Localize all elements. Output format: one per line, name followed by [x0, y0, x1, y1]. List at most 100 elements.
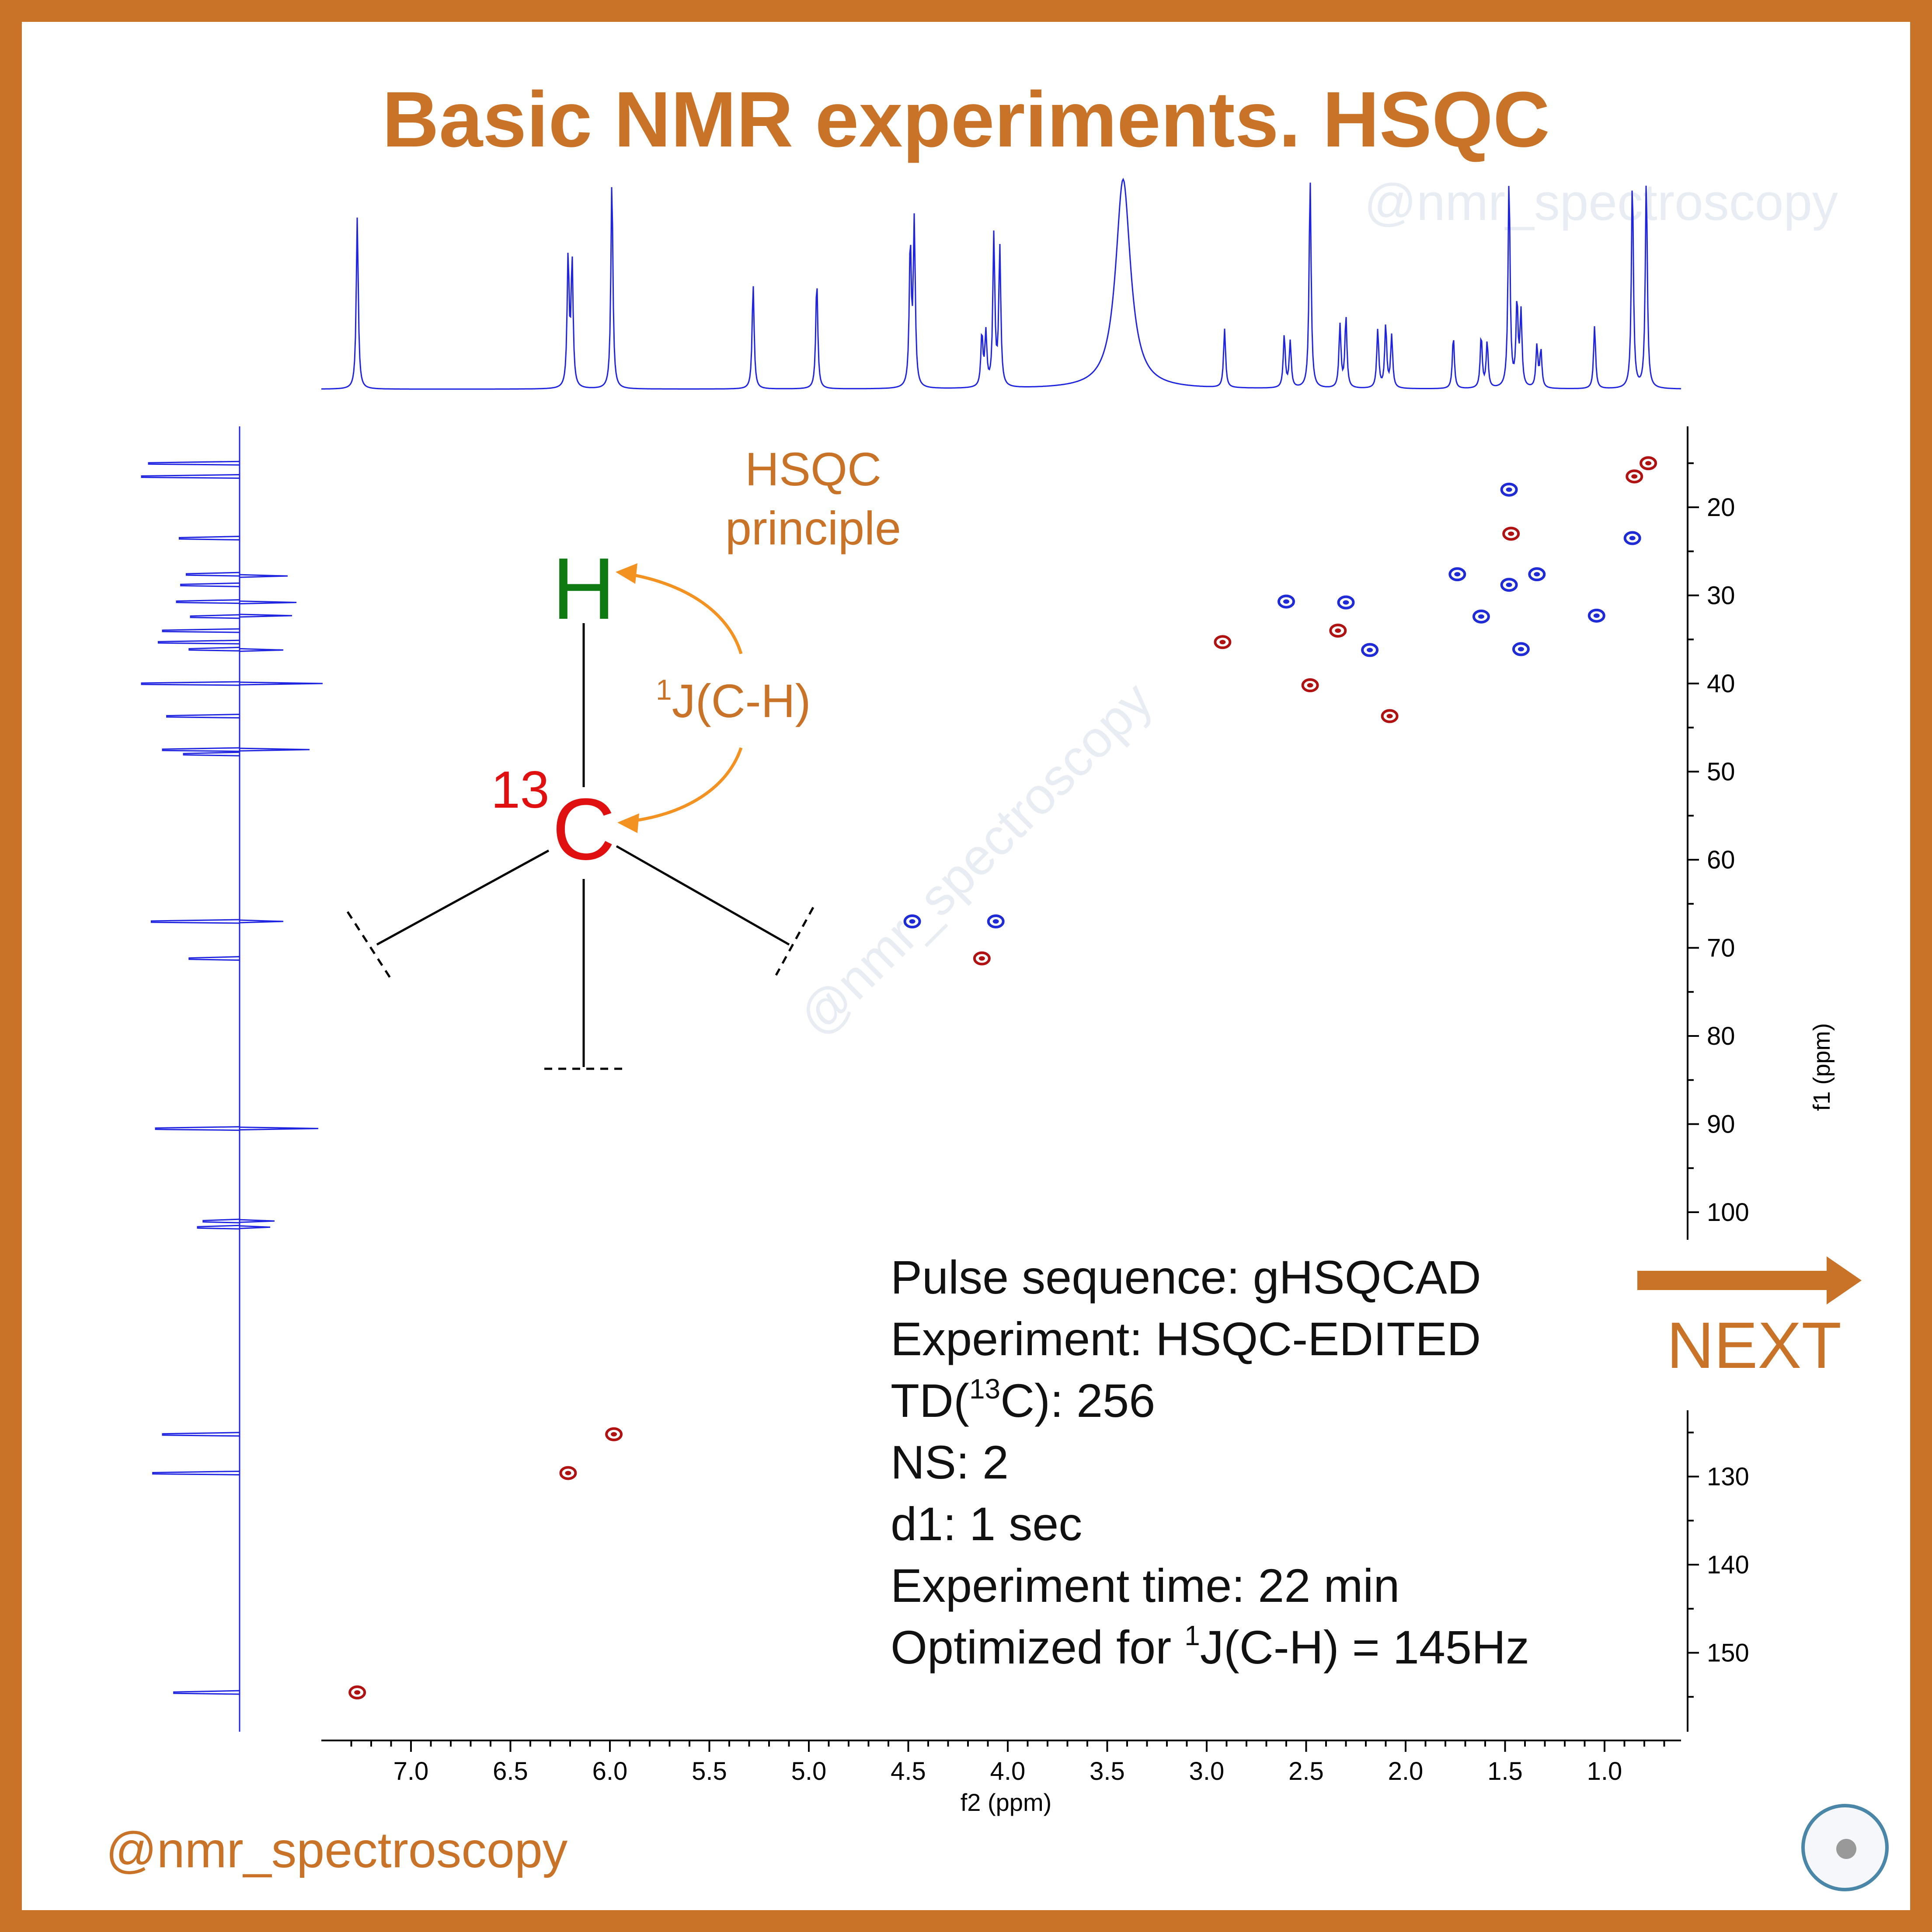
page-title: Basic NMR experiments. HSQC — [382, 76, 1550, 164]
carbon-peak — [157, 639, 240, 645]
carbon-peak — [202, 1218, 240, 1224]
y-tick-label: 30 — [1707, 582, 1735, 610]
brand-logo-icon — [1801, 1804, 1889, 1891]
carbon-peak-minor — [239, 747, 310, 752]
carbon-peak-minor — [239, 1219, 275, 1223]
x-tick-label: 4.0 — [990, 1757, 1026, 1786]
cross-peak — [1500, 578, 1518, 592]
param-experiment: Experiment: HSQC-EDITED — [891, 1312, 1481, 1365]
carbon-peak-minor — [239, 1225, 271, 1229]
param-optimized-for: Optimized for 1J(C-H) = 145Hz — [891, 1620, 1529, 1674]
param-experiment-time: Experiment time: 22 min — [891, 1559, 1400, 1612]
cross-peak — [973, 951, 991, 966]
carbon-peak — [183, 751, 240, 757]
carbon-peak-minor — [239, 1126, 319, 1131]
cross-peak — [1329, 624, 1347, 638]
cross-peak — [1502, 527, 1520, 541]
y-axis: 20 30 40 50 60 70 80 90 100 130 140 150 — [1687, 426, 1749, 1732]
bond-right — [616, 845, 790, 946]
x-tick-label: 6.0 — [592, 1757, 628, 1786]
x-tick-label: 4.5 — [891, 1757, 926, 1786]
carbon-spectrum — [141, 426, 323, 1732]
x-tick-label: 2.5 — [1288, 1757, 1324, 1786]
param-d1: d1: 1 sec — [891, 1497, 1083, 1550]
y-tick-label: 80 — [1707, 1022, 1735, 1050]
cross-peak — [1626, 469, 1643, 484]
x-axis-label: f2 (ppm) — [961, 1789, 1052, 1816]
next-arrow-icon[interactable] — [1637, 1256, 1862, 1304]
x-tick-label: 1.5 — [1487, 1757, 1523, 1786]
bond-left — [376, 849, 550, 946]
x-tick-label: 5.5 — [692, 1757, 727, 1786]
x-tick-label: 3.5 — [1090, 1757, 1125, 1786]
principle-heading-line1: HSQC — [745, 443, 881, 495]
coupling-arrow-bottom — [623, 747, 743, 824]
x-tick-label: 1.0 — [1587, 1757, 1622, 1786]
carbon-peak — [141, 681, 240, 686]
carbon-peak — [188, 956, 240, 961]
cross-peaks — [348, 456, 1657, 1700]
carbon-peak-minor — [239, 681, 323, 686]
proton-spectrum — [321, 178, 1681, 390]
cross-peak — [1214, 635, 1232, 649]
y-tick-label: 100 — [1707, 1198, 1749, 1227]
y-tick-label: 70 — [1707, 934, 1735, 963]
param-pulse-sequence: Pulse sequence: gHSQCAD — [891, 1251, 1481, 1304]
carbon-peak — [185, 572, 240, 577]
carbon-peak-minor — [239, 600, 297, 605]
isotope-label: 13 — [491, 760, 549, 819]
x-axis: 7.0 6.5 6.0 5.5 5.0 4.5 4.0 3.5 3.0 2.5 2.0 1.5 1.0 — [321, 1740, 1681, 1786]
carbon-peak-minor — [239, 614, 292, 618]
carbon-peak — [150, 919, 240, 924]
carbon-peak — [162, 1432, 240, 1437]
coupling-constant-label: 1J(C-H) — [656, 673, 811, 727]
cross-peak — [1361, 643, 1379, 657]
cross-peak — [1623, 531, 1641, 545]
carbon-peak — [141, 474, 240, 479]
next-button[interactable]: NEXT — [1667, 1308, 1842, 1382]
x-tick-label: 6.5 — [493, 1757, 528, 1786]
carbon-peak — [173, 1690, 240, 1695]
carbon-peak-minor — [239, 574, 288, 578]
bond-left-dash — [346, 911, 393, 980]
cross-peak — [605, 1427, 623, 1441]
carbon-peak-minor — [239, 648, 284, 652]
cross-peak — [1337, 595, 1355, 610]
y-tick-label: 40 — [1707, 670, 1735, 698]
x-tick-label: 3.0 — [1189, 1757, 1225, 1786]
carbon-peak — [162, 628, 240, 633]
cross-peak — [1278, 594, 1295, 609]
y-tick-label: 50 — [1707, 758, 1735, 786]
carbon-peak — [190, 614, 240, 619]
y-tick-label: 150 — [1707, 1639, 1749, 1667]
carbon-peak — [162, 747, 240, 752]
coupling-arrow-top-head — [616, 563, 637, 584]
experiment-parameters: Pulse sequence: gHSQCAD Experiment: HSQC… — [891, 1246, 1529, 1678]
y-axis-label: f1 (ppm) — [1809, 1023, 1835, 1111]
cross-peak — [1301, 678, 1319, 693]
coupling-arrow-top — [620, 571, 743, 655]
param-td: TD(13C): 256 — [891, 1373, 1156, 1427]
carbon-peak — [148, 460, 240, 466]
cross-peak — [559, 1466, 577, 1480]
cross-peak — [1448, 567, 1466, 582]
cross-peak — [1500, 482, 1518, 497]
carbon-peak — [176, 599, 240, 604]
x-tick-label: 5.0 — [791, 1757, 827, 1786]
cross-peak — [1528, 567, 1546, 582]
carbon-atom: C — [552, 781, 615, 878]
hydrogen-atom: H — [552, 540, 615, 638]
cross-peak — [1381, 709, 1399, 723]
carbon-peak — [178, 536, 240, 541]
y-tick-label: 20 — [1707, 493, 1735, 522]
y-tick-label: 60 — [1707, 846, 1735, 874]
carbon-peak — [166, 714, 240, 719]
y-tick-label: 90 — [1707, 1110, 1735, 1139]
cross-peak — [903, 914, 921, 929]
carbon-peak — [180, 582, 240, 587]
principle-heading-line2: principle — [725, 502, 901, 554]
cross-peak — [987, 914, 1005, 929]
watermark-top: @nmr_spectroscopy — [1364, 174, 1838, 231]
cross-peak — [1512, 642, 1530, 656]
